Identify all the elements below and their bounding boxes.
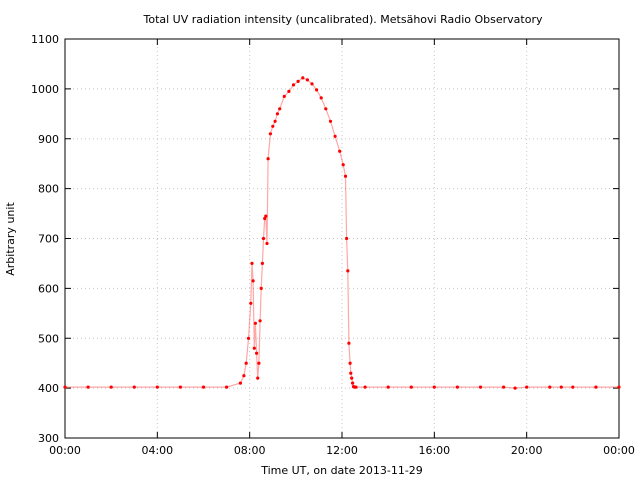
data-point xyxy=(432,385,436,389)
data-point xyxy=(265,241,269,246)
data-point xyxy=(251,279,255,283)
data-point xyxy=(349,371,353,375)
data-point xyxy=(548,385,552,389)
x-tick-label: 04:00 xyxy=(141,444,173,457)
data-point xyxy=(324,107,328,111)
data-point xyxy=(291,83,296,87)
data-point xyxy=(347,341,351,345)
data-point xyxy=(244,361,248,365)
data-point xyxy=(301,76,305,80)
data-point xyxy=(260,261,264,265)
y-axis-label: Arbitrary unit xyxy=(4,202,17,276)
data-point xyxy=(278,107,282,111)
x-tick-label: 00:00 xyxy=(49,444,81,457)
series-trace xyxy=(65,77,619,389)
data-point xyxy=(345,236,349,241)
data-point xyxy=(225,385,229,389)
data-point xyxy=(86,385,90,389)
y-tick-label: 500 xyxy=(38,332,59,345)
y-tick-label: 600 xyxy=(38,282,59,295)
data-point xyxy=(256,376,260,380)
data-point xyxy=(132,385,136,389)
data-point xyxy=(253,321,257,325)
data-point xyxy=(246,336,251,340)
y-tick-label: 1100 xyxy=(31,33,59,46)
data-point xyxy=(351,381,355,385)
data-point xyxy=(271,124,275,128)
data-point xyxy=(328,119,333,123)
x-tick-label: 00:00 xyxy=(603,444,635,457)
data-point xyxy=(455,385,459,389)
chart-title: Total UV radiation intensity (uncalibrat… xyxy=(143,13,543,26)
data-point xyxy=(258,319,262,323)
data-points xyxy=(63,76,621,390)
data-point xyxy=(338,149,342,153)
axis-ticks: 300 400 500 600 700 800 900 1000 1100 00:00 04:00 0… xyxy=(31,33,635,457)
y-tick-label: 400 xyxy=(38,382,59,395)
data-point xyxy=(333,134,337,138)
data-point xyxy=(250,261,254,265)
data-point xyxy=(319,96,323,100)
data-point xyxy=(350,376,354,380)
data-point xyxy=(296,79,300,83)
data-point xyxy=(559,385,563,389)
data-point xyxy=(155,385,159,389)
data-point xyxy=(264,214,268,218)
data-point xyxy=(341,163,345,167)
x-tick-label: 12:00 xyxy=(326,444,358,457)
grid-lines xyxy=(65,39,619,438)
x-tick-label: 20:00 xyxy=(511,444,543,457)
y-tick-label: 800 xyxy=(38,183,59,196)
data-point xyxy=(261,236,266,241)
data-point xyxy=(268,132,272,136)
data-point xyxy=(409,385,413,389)
data-point xyxy=(263,216,267,221)
data-point xyxy=(266,157,270,161)
data-point xyxy=(315,88,319,92)
data-point xyxy=(252,346,256,350)
data-point xyxy=(282,94,286,98)
data-point xyxy=(478,385,483,389)
data-point xyxy=(617,385,621,389)
data-point xyxy=(255,351,259,355)
y-tick-label: 700 xyxy=(38,233,59,246)
data-point xyxy=(348,361,352,365)
data-point xyxy=(287,89,291,93)
data-point xyxy=(363,385,367,389)
data-point xyxy=(343,174,348,178)
data-point xyxy=(238,381,242,385)
x-tick-label: 08:00 xyxy=(234,444,266,457)
data-point xyxy=(201,385,206,389)
data-point xyxy=(273,119,277,123)
data-point xyxy=(305,78,309,82)
y-tick-label: 900 xyxy=(38,133,59,146)
data-point xyxy=(259,286,263,290)
data-point xyxy=(242,374,246,378)
y-tick-label: 300 xyxy=(38,432,59,445)
data-point xyxy=(310,82,314,86)
data-point xyxy=(502,385,506,389)
x-axis-label: Time UT, on date 2013-11-29 xyxy=(260,464,423,477)
data-point xyxy=(594,385,598,389)
data-point xyxy=(275,112,279,116)
data-point xyxy=(178,385,182,389)
data-point xyxy=(63,385,67,389)
data-point xyxy=(346,269,350,273)
data-point xyxy=(513,386,517,390)
data-point xyxy=(249,301,253,305)
data-point xyxy=(386,385,390,389)
data-point xyxy=(525,385,529,389)
data-point xyxy=(571,385,575,389)
data-point xyxy=(354,385,358,389)
y-tick-label: 1000 xyxy=(31,83,59,96)
data-point xyxy=(257,361,261,365)
data-point xyxy=(109,385,113,389)
x-tick-label: 16:00 xyxy=(418,444,450,457)
